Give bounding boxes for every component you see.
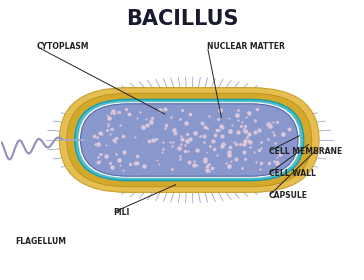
- Text: CYTOPLASM: CYTOPLASM: [37, 42, 90, 51]
- Text: CELL MEMBRANE: CELL MEMBRANE: [269, 147, 342, 156]
- FancyBboxPatch shape: [75, 99, 304, 181]
- Text: FLAGELLUM: FLAGELLUM: [15, 237, 66, 246]
- FancyBboxPatch shape: [67, 93, 312, 187]
- FancyBboxPatch shape: [59, 88, 319, 192]
- Text: PILI: PILI: [113, 208, 130, 217]
- Text: NUCLEAR MATTER: NUCLEAR MATTER: [207, 42, 285, 51]
- FancyBboxPatch shape: [73, 98, 305, 182]
- Text: CAPSULE: CAPSULE: [269, 191, 308, 200]
- FancyBboxPatch shape: [80, 104, 298, 176]
- Text: BACILLUS: BACILLUS: [126, 9, 238, 29]
- FancyBboxPatch shape: [78, 102, 300, 178]
- Text: CELL WALL: CELL WALL: [269, 169, 316, 178]
